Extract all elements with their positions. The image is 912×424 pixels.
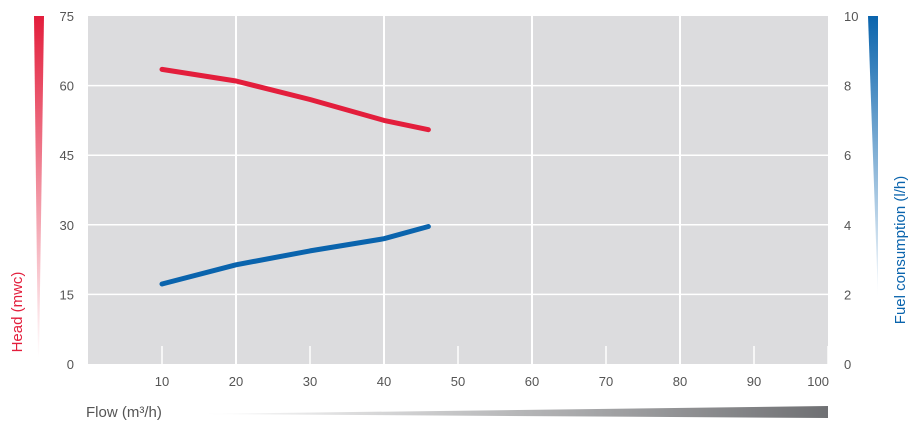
right-tick-label: 4 [844, 218, 851, 233]
grid-lines [88, 16, 829, 364]
x-tick-label: 100 [807, 374, 829, 389]
left-tick-labels: 0 15 30 45 60 75 [60, 9, 74, 372]
left-tick-label: 75 [60, 9, 74, 24]
fuel-series-line [159, 224, 431, 287]
x-tick-label: 20 [229, 374, 243, 389]
x-tick-label: 70 [599, 374, 613, 389]
left-axis-title: Head (mwc) [9, 272, 26, 353]
right-tick-label: 2 [844, 287, 851, 302]
flow-axis-wedge [200, 406, 828, 418]
head-axis-wedge [34, 16, 44, 358]
x-tick-label: 30 [303, 374, 317, 389]
left-tick-label: 0 [67, 357, 74, 372]
left-tick-label: 15 [60, 287, 74, 302]
right-tick-label: 6 [844, 148, 851, 163]
right-tick-labels: 0 2 4 6 8 10 [844, 9, 858, 372]
x-tick-label: 40 [377, 374, 391, 389]
left-tick-label: 30 [60, 218, 74, 233]
series-lines [159, 66, 431, 287]
x-tick-label: 50 [451, 374, 465, 389]
x-tick-label: 90 [747, 374, 761, 389]
fuel-axis-wedge [868, 16, 878, 298]
x-tick-label: 80 [673, 374, 687, 389]
x-tick-labels: 10 20 30 40 50 60 70 80 90 100 [155, 374, 829, 389]
plot-area [88, 16, 828, 364]
x-tick-label: 10 [155, 374, 169, 389]
left-tick-label: 60 [60, 79, 74, 94]
x-axis-title: Flow (m³/h) [86, 404, 162, 421]
x-tick-label: 60 [525, 374, 539, 389]
head-series-line [159, 66, 431, 133]
left-tick-label: 45 [60, 148, 74, 163]
right-axis-title: Fuel consumption (l/h) [892, 176, 909, 324]
right-tick-label: 10 [844, 9, 858, 24]
right-tick-label: 8 [844, 79, 851, 94]
right-tick-label: 0 [844, 357, 851, 372]
